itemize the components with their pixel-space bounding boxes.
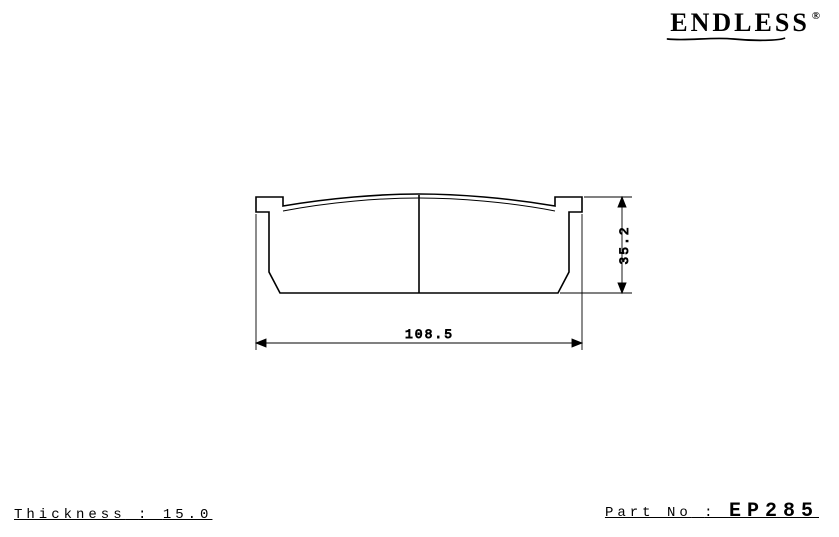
technical-drawing: 108.5 35.2 [0, 0, 839, 537]
dimension-width-value: 108.5 [405, 327, 454, 342]
part-number-label: Part No : EP285 [605, 500, 819, 523]
part-outline [256, 194, 582, 293]
dimension-height-value: 35.2 [617, 225, 632, 264]
part-label-text: Part No [605, 505, 692, 521]
colon: : [704, 505, 729, 521]
thickness-value: 15.0 [163, 507, 213, 523]
thickness-label: Thickness : 15.0 [14, 507, 212, 523]
diagram-canvas: ENDLESS® 108.5 [0, 0, 839, 537]
part-number-value: EP285 [729, 500, 819, 523]
thickness-label-text: Thickness [14, 507, 126, 523]
colon: : [138, 507, 163, 523]
